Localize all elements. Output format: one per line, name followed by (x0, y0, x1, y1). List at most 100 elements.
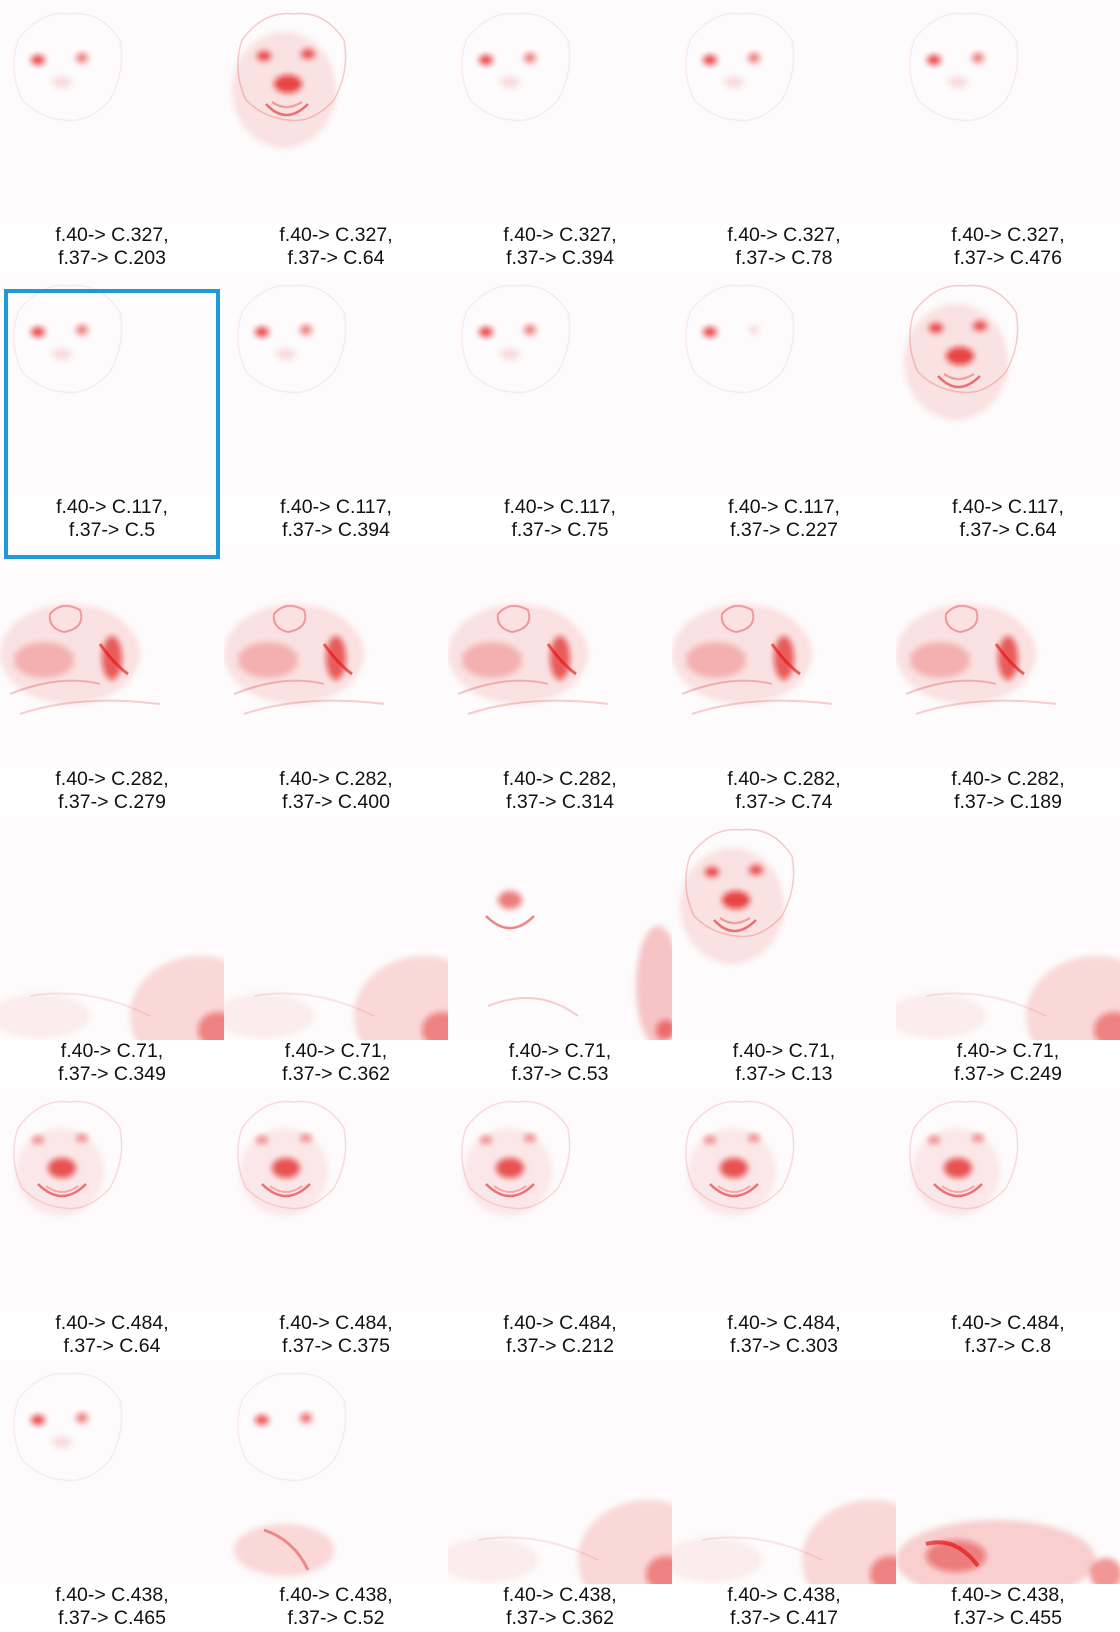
activation-stroke (13, 1372, 123, 1482)
activation-blob (76, 1134, 88, 1142)
activation-stroke (467, 699, 609, 715)
heatmap-caption: f.40-> C.71, f.37-> C.13 (672, 1040, 896, 1086)
activation-blob (948, 76, 968, 88)
activation-blob (31, 55, 45, 65)
heatmap-caption: f.40-> C.71, f.37-> C.53 (448, 1040, 672, 1086)
activation-stroke (713, 919, 757, 933)
caption-line-2: f.37-> C.349 (58, 1063, 166, 1085)
heatmap-cell: f.40-> C.438, f.37-> C.417 (672, 1360, 896, 1632)
caption-line-2: f.37-> C.303 (730, 1335, 838, 1357)
heatmap-caption: f.40-> C.484, f.37-> C.375 (224, 1312, 448, 1358)
caption-line-2: f.37-> C.64 (63, 1335, 161, 1357)
activation-stroke (701, 1536, 823, 1561)
activation-stroke (905, 679, 997, 695)
activation-blob (496, 1158, 524, 1178)
caption-line-1: f.40-> C.71, (732, 1040, 836, 1062)
activation-blob (524, 53, 536, 63)
caption-line-1: f.40-> C.282, (951, 768, 1065, 790)
activation-heatmap (896, 0, 1120, 224)
activation-blob (255, 327, 269, 337)
heatmap-cell: f.40-> C.484, f.37-> C.303 (672, 1088, 896, 1360)
activation-blob (300, 1413, 312, 1423)
heatmap-caption: f.40-> C.327, f.37-> C.394 (448, 224, 672, 270)
activation-stroke (487, 997, 579, 1017)
heatmap-caption: f.40-> C.71, f.37-> C.349 (0, 1040, 224, 1086)
activation-stroke (265, 103, 309, 117)
heatmap-cell: f.40-> C.327, f.37-> C.203 (0, 0, 224, 272)
activation-blob (944, 1158, 972, 1178)
activation-stroke (717, 1185, 751, 1193)
activation-stroke (770, 643, 801, 676)
heatmap-cell: f.40-> C.484, f.37-> C.64 (0, 1088, 224, 1360)
heatmap-caption: f.40-> C.484, f.37-> C.8 (896, 1312, 1120, 1358)
activation-heatmap (448, 816, 672, 1040)
activation-stroke (271, 101, 303, 108)
activation-blob (130, 956, 224, 1040)
activation-blob (276, 348, 296, 360)
caption-line-1: f.40-> C.484, (279, 1312, 393, 1334)
activation-stroke (269, 1185, 303, 1193)
activation-blob (274, 75, 302, 93)
heatmap-caption: f.40-> C.117, f.37-> C.75 (448, 496, 672, 542)
caption-line-1: f.40-> C.438, (279, 1584, 393, 1606)
caption-line-1: f.40-> C.327, (55, 224, 169, 246)
activation-stroke (263, 1528, 310, 1571)
activation-blob (354, 956, 448, 1040)
heatmap-cell: f.40-> C.71, f.37-> C.349 (0, 816, 224, 1088)
activation-blob (704, 1136, 716, 1144)
activation-blob (480, 1136, 492, 1144)
caption-line-1: f.40-> C.327, (503, 224, 617, 246)
activation-blob (31, 327, 45, 337)
caption-line-1: f.40-> C.117, (56, 496, 168, 518)
heatmap-cell: f.40-> C.438, f.37-> C.455 (896, 1360, 1120, 1632)
heatmap-cell: f.40-> C.282, f.37-> C.74 (672, 544, 896, 816)
heatmap-caption: f.40-> C.71, f.37-> C.249 (896, 1040, 1120, 1086)
activation-blob (705, 867, 719, 877)
activation-stroke (243, 699, 385, 715)
activation-blob (636, 926, 672, 1040)
caption-line-1: f.40-> C.117, (504, 496, 616, 518)
activation-heatmap (0, 272, 224, 496)
activation-stroke (719, 917, 751, 924)
activation-stroke (937, 375, 981, 389)
heatmap-caption: f.40-> C.327, f.37-> C.64 (224, 224, 448, 270)
caption-line-2: f.37-> C.52 (287, 1607, 385, 1629)
activation-stroke (709, 1183, 759, 1198)
caption-line-2: f.37-> C.362 (506, 1607, 614, 1629)
activation-stroke (233, 679, 325, 695)
activation-stroke (98, 643, 129, 676)
activation-blob (257, 51, 271, 61)
heatmap-caption: f.40-> C.327, f.37-> C.78 (672, 224, 896, 270)
activation-blob (703, 55, 717, 65)
activation-heatmap (0, 1360, 224, 1584)
caption-line-1: f.40-> C.484, (727, 1312, 841, 1334)
activation-blob (926, 1540, 986, 1572)
caption-line-2: f.37-> C.465 (58, 1607, 166, 1629)
activation-blob (1026, 956, 1120, 1040)
caption-line-1: f.40-> C.484, (503, 1312, 617, 1334)
caption-line-2: f.37-> C.13 (735, 1063, 833, 1085)
caption-line-2: f.37-> C.53 (511, 1063, 609, 1085)
activation-blob (272, 1158, 300, 1178)
highlight-box (4, 289, 220, 559)
activation-heatmap (224, 1088, 448, 1312)
activation-stroke (493, 1185, 527, 1193)
activation-stroke (19, 699, 161, 715)
caption-line-2: f.37-> C.394 (506, 247, 614, 269)
activation-blob (910, 642, 970, 678)
activation-heatmap (896, 816, 1120, 1040)
caption-line-1: f.40-> C.71, (956, 1040, 1060, 1062)
activation-blob (0, 994, 90, 1038)
activation-heatmap (448, 0, 672, 224)
activation-blob (422, 1012, 448, 1040)
activation-blob (462, 642, 522, 678)
heatmap-cell: f.40-> C.327, f.37-> C.78 (672, 0, 896, 272)
activation-stroke (13, 12, 123, 122)
activation-stroke (909, 12, 1019, 122)
heatmap-cell: f.40-> C.117, f.37-> C.5 (0, 272, 224, 544)
caption-line-1: f.40-> C.327, (279, 224, 393, 246)
activation-blob (224, 994, 314, 1038)
activation-heatmap (448, 544, 672, 768)
caption-line-1: f.40-> C.484, (55, 1312, 169, 1334)
activation-blob (928, 1136, 940, 1144)
